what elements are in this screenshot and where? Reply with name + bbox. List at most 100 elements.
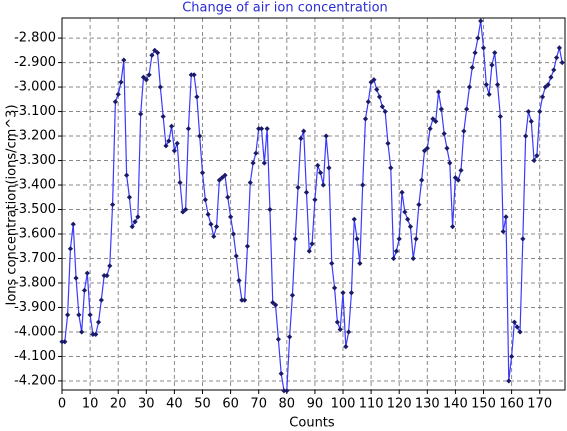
data-marker bbox=[292, 236, 298, 242]
data-marker bbox=[461, 128, 467, 134]
y-tick-label: -3.200 bbox=[14, 129, 56, 144]
x-tick-label: 170 bbox=[527, 397, 552, 412]
data-marker bbox=[559, 59, 565, 66]
data-marker bbox=[475, 35, 481, 41]
data-marker bbox=[458, 167, 464, 173]
data-marker bbox=[379, 104, 385, 110]
data-marker bbox=[506, 378, 512, 384]
data-marker bbox=[334, 319, 340, 325]
y-tick-label: -4.200 bbox=[14, 373, 56, 388]
y-tick-label: -3.000 bbox=[14, 80, 56, 95]
data-marker bbox=[525, 108, 532, 115]
x-tick-label: 40 bbox=[166, 397, 183, 412]
data-marker bbox=[351, 216, 357, 222]
data-marker bbox=[157, 84, 163, 90]
data-marker bbox=[298, 135, 304, 142]
data-marker bbox=[152, 47, 158, 53]
data-marker bbox=[520, 236, 526, 242]
x-tick-label: 60 bbox=[222, 397, 239, 412]
data-marker bbox=[315, 162, 321, 169]
data-marker bbox=[95, 319, 102, 325]
data-marker bbox=[250, 160, 256, 166]
data-marker bbox=[539, 94, 546, 100]
data-marker bbox=[233, 253, 239, 259]
data-marker bbox=[551, 67, 557, 73]
data-marker bbox=[402, 209, 408, 215]
data-marker bbox=[489, 62, 495, 68]
data-marker bbox=[225, 194, 231, 200]
data-marker bbox=[503, 214, 509, 220]
x-axis-label: Counts bbox=[289, 416, 335, 431]
data-marker bbox=[405, 216, 411, 222]
data-marker bbox=[216, 177, 222, 183]
data-marker bbox=[267, 206, 273, 213]
data-marker bbox=[393, 248, 399, 254]
data-marker bbox=[101, 273, 107, 279]
data-marker bbox=[306, 248, 312, 254]
data-marker bbox=[168, 123, 175, 129]
plot-border bbox=[61, 17, 566, 391]
data-marker bbox=[360, 182, 366, 188]
data-marker bbox=[166, 138, 172, 144]
data-marker bbox=[244, 243, 251, 249]
data-marker bbox=[112, 99, 118, 105]
data-marker bbox=[272, 302, 279, 308]
data-marker bbox=[258, 126, 265, 132]
data-marker bbox=[542, 84, 548, 90]
data-marker bbox=[118, 79, 124, 85]
data-marker bbox=[548, 74, 554, 80]
data-marker bbox=[455, 177, 461, 183]
x-tick-label: 150 bbox=[471, 397, 496, 412]
x-tick-label: 0 bbox=[58, 397, 66, 412]
data-marker bbox=[385, 140, 391, 146]
data-marker bbox=[483, 82, 489, 88]
data-marker bbox=[376, 94, 383, 100]
data-marker bbox=[149, 52, 155, 58]
data-marker bbox=[497, 113, 503, 120]
data-marker bbox=[472, 50, 478, 56]
y-tick-label: -4.100 bbox=[14, 349, 56, 364]
data-marker bbox=[433, 118, 439, 124]
y-tick-label: -3.900 bbox=[14, 300, 56, 315]
y-tick-label: -3.100 bbox=[14, 104, 56, 119]
data-marker bbox=[317, 170, 324, 176]
data-marker bbox=[371, 77, 377, 83]
data-marker bbox=[188, 72, 194, 78]
data-marker bbox=[171, 148, 178, 154]
y-tick-label: -3.600 bbox=[14, 227, 56, 242]
data-marker bbox=[435, 89, 442, 95]
data-marker bbox=[253, 150, 259, 156]
data-marker bbox=[121, 57, 127, 63]
x-tick-label: 130 bbox=[415, 397, 440, 412]
data-marker bbox=[126, 194, 133, 200]
data-marker bbox=[107, 263, 113, 269]
x-tick-label: 100 bbox=[331, 397, 356, 412]
data-marker bbox=[239, 297, 245, 303]
data-marker bbox=[247, 179, 253, 186]
data-marker bbox=[309, 241, 315, 247]
data-marker bbox=[191, 72, 197, 78]
data-marker bbox=[213, 224, 220, 230]
data-marker bbox=[295, 184, 301, 191]
data-marker bbox=[486, 91, 492, 98]
data-marker bbox=[312, 197, 318, 203]
data-marker bbox=[480, 45, 487, 51]
data-marker bbox=[135, 214, 141, 220]
data-marker bbox=[194, 94, 200, 100]
data-marker bbox=[511, 319, 518, 325]
data-marker bbox=[177, 179, 183, 186]
data-marker bbox=[424, 145, 430, 151]
data-marker bbox=[205, 211, 211, 218]
data-marker bbox=[104, 273, 110, 279]
data-marker bbox=[124, 172, 130, 178]
data-marker bbox=[289, 292, 296, 298]
data-marker bbox=[534, 153, 540, 159]
data-marker bbox=[197, 133, 203, 139]
data-marker bbox=[174, 140, 180, 146]
y-axis-label: Ions concentration(ions/cm^3) bbox=[5, 104, 20, 305]
data-marker bbox=[430, 116, 436, 122]
data-marker bbox=[143, 77, 149, 83]
x-tick-label: 70 bbox=[250, 397, 267, 412]
data-marker bbox=[438, 106, 444, 112]
